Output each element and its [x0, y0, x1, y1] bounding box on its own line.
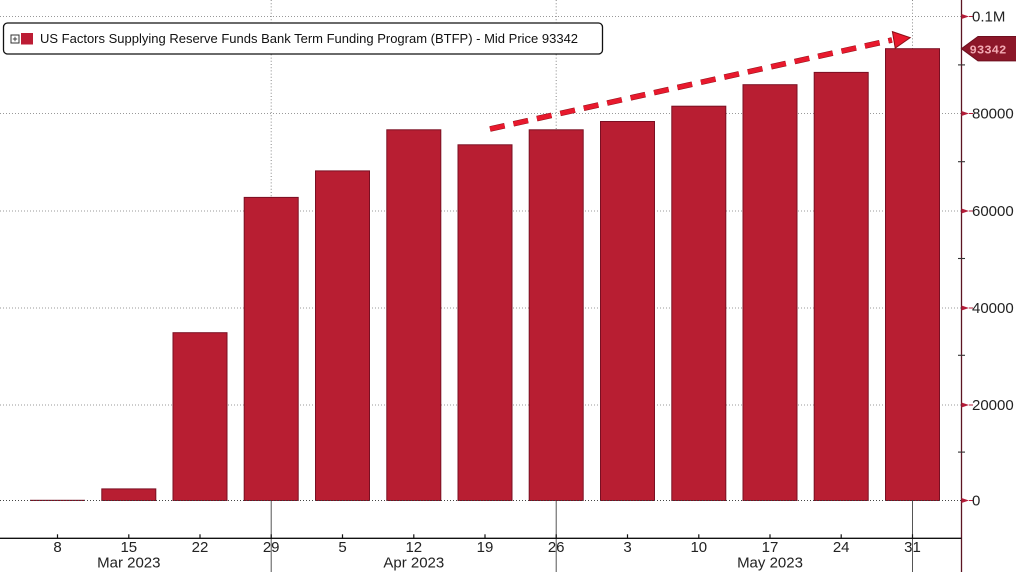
svg-text:93342: 93342 — [970, 44, 1007, 58]
svg-text:22: 22 — [192, 539, 209, 556]
svg-text:60000: 60000 — [972, 203, 1014, 220]
svg-text:24: 24 — [833, 539, 850, 556]
svg-text:5: 5 — [338, 539, 346, 556]
svg-text:40000: 40000 — [972, 300, 1014, 317]
svg-text:29: 29 — [263, 539, 280, 556]
svg-text:20000: 20000 — [972, 397, 1014, 414]
svg-text:26: 26 — [548, 539, 565, 556]
svg-text:Mar 2023: Mar 2023 — [97, 555, 160, 572]
svg-text:0.1M: 0.1M — [972, 9, 1005, 26]
svg-text:May 2023: May 2023 — [737, 555, 803, 572]
svg-text:US Factors Supplying Reserve F: US Factors Supplying Reserve Funds Bank … — [40, 31, 578, 46]
svg-text:10: 10 — [690, 539, 707, 556]
svg-text:31: 31 — [904, 539, 921, 556]
svg-text:17: 17 — [762, 539, 779, 556]
svg-text:3: 3 — [623, 539, 631, 556]
svg-text:19: 19 — [477, 539, 494, 556]
svg-text:12: 12 — [405, 539, 422, 556]
svg-text:0: 0 — [972, 493, 980, 510]
svg-text:Apr 2023: Apr 2023 — [383, 555, 444, 572]
svg-text:8: 8 — [53, 539, 61, 556]
svg-text:15: 15 — [120, 539, 137, 556]
svg-text:80000: 80000 — [972, 106, 1014, 123]
